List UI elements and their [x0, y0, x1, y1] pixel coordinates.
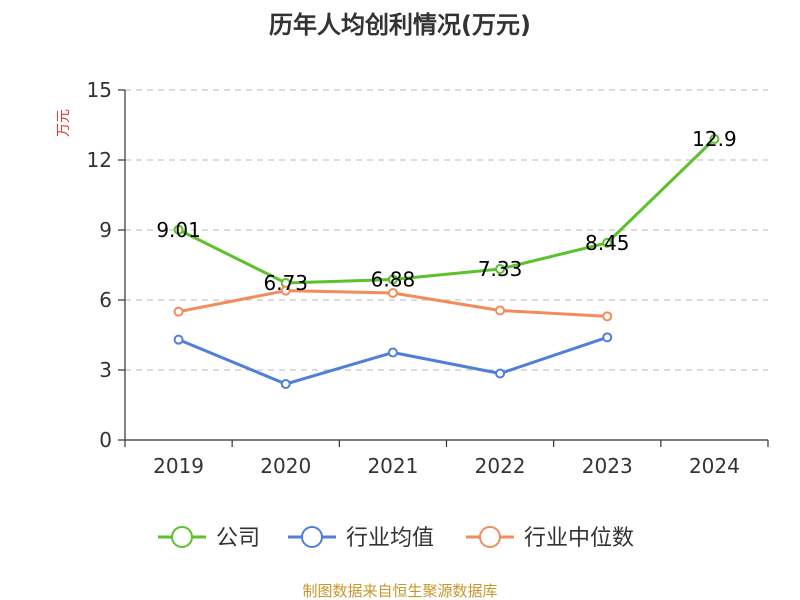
- series-group: [173, 134, 720, 389]
- series-line-0: [177, 137, 716, 285]
- grid-lines: [125, 89, 768, 371]
- series-point: [495, 263, 506, 274]
- axes: [118, 89, 769, 447]
- data-label: 6.73: [263, 271, 308, 295]
- x-tick-label: 2023: [582, 454, 633, 478]
- legend-marker: [171, 526, 193, 548]
- series-point: [387, 288, 398, 298]
- data-label: 7.33: [478, 257, 523, 281]
- y-tick-label: 15: [87, 78, 112, 102]
- series-point: [173, 306, 184, 317]
- legend-marker: [479, 526, 501, 548]
- series-line-1: [178, 335, 608, 386]
- y-tick-label: 6: [99, 288, 112, 312]
- data-label: 9.01: [156, 218, 201, 242]
- legend-label: 公司: [216, 526, 260, 551]
- series-point: [602, 332, 613, 343]
- series-point: [173, 334, 184, 345]
- series-point: [387, 347, 398, 358]
- series-point: [280, 285, 291, 296]
- data-label: 8.45: [585, 231, 630, 255]
- x-tick-label: 2020: [260, 454, 311, 478]
- series-point: [709, 134, 720, 144]
- y-tick-label: 3: [99, 358, 112, 382]
- y-tick-label: 12: [87, 148, 112, 172]
- x-tick-label: 2021: [367, 454, 418, 478]
- y-tick-label: 0: [99, 428, 112, 452]
- source-note: 制图数据来自恒生聚源数据库: [302, 582, 497, 600]
- series-point: [280, 379, 291, 389]
- series-point: [387, 274, 398, 285]
- legend-label: 行业中位数: [524, 526, 634, 551]
- series-point: [602, 237, 613, 248]
- data-label: 6.88: [371, 267, 416, 291]
- series-point: [173, 224, 184, 235]
- data-label: 12.9: [692, 127, 737, 151]
- data-labels: 9.01 6.73 6.88 7.33 8.45 12.9: [156, 127, 736, 295]
- y-axis-unit: 万元: [56, 109, 72, 137]
- series-point: [495, 305, 506, 316]
- legend-label: 行业均值: [346, 526, 434, 551]
- x-tick-label: 2019: [153, 454, 204, 478]
- legend[interactable]: 公司 行业均值 行业中位数: [158, 526, 634, 551]
- x-tick-label: 2024: [689, 454, 740, 478]
- y-tick-label: 9: [99, 218, 112, 242]
- tick-labels: 0 3 6 9 12 15 2019 2020 2021 2022 2023 2024: [87, 78, 740, 478]
- legend-item-1[interactable]: 行业均值: [288, 526, 434, 551]
- series-point: [602, 311, 613, 322]
- series-point: [495, 368, 506, 379]
- chart-title: 历年人均创利情况(万元): [269, 11, 531, 39]
- legend-item-2[interactable]: 行业中位数: [466, 526, 634, 551]
- x-tick-label: 2022: [475, 454, 526, 478]
- legend-marker: [301, 526, 323, 548]
- legend-item-0[interactable]: 公司: [158, 526, 260, 551]
